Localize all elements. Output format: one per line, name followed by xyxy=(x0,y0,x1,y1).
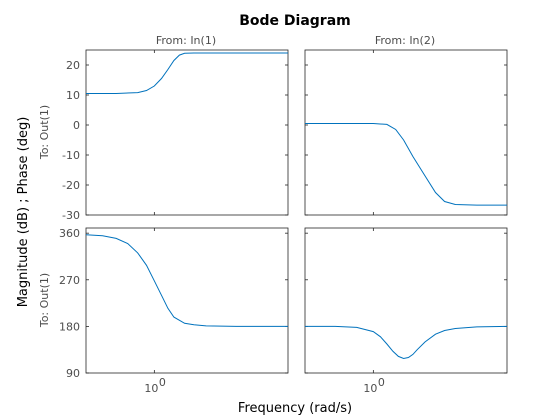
y-tick-label-magnitude--20: -20 xyxy=(62,179,80,192)
x-tick-label-exponent-col1: 0 xyxy=(159,376,166,389)
axes-frame-phase-2 xyxy=(304,227,508,374)
series-line-phase-1 xyxy=(85,234,288,327)
y-tick-label-magnitude-10: 10 xyxy=(66,89,80,102)
axes-frame-magnitude-2 xyxy=(304,49,508,216)
y-tick-label-magnitude--30: -30 xyxy=(62,209,80,222)
x-tick-label-exponent-col2: 0 xyxy=(378,376,385,389)
series-line-phase-2 xyxy=(305,325,508,360)
y-tick-label-phase-180: 180 xyxy=(59,320,80,333)
y-tick-label-phase-360: 360 xyxy=(59,227,80,240)
row-label-out1-phase: To: Out(1) xyxy=(38,273,51,328)
series-line-magnitude-2 xyxy=(305,123,507,206)
y-tick-label-magnitude-0: 0 xyxy=(73,119,80,132)
x-tick-label-col1: 10 xyxy=(144,382,158,395)
y-tick-label-magnitude--10: -10 xyxy=(62,149,80,162)
x-axis-label: Frequency (rad/s) xyxy=(238,401,352,416)
axes-frame-phase-1 xyxy=(85,227,289,374)
column-title-in1: From: In(1) xyxy=(156,34,216,47)
chart-title: Bode Diagram xyxy=(239,13,351,29)
axes-frame-magnitude-1 xyxy=(85,49,289,216)
y-tick-label-phase-270: 270 xyxy=(59,274,80,287)
y-tick-label-phase-90: 90 xyxy=(66,367,80,380)
row-label-out1-magnitude: To: Out(1) xyxy=(38,105,51,160)
y-axis-label: Magnitude (dB) ; Phase (deg) xyxy=(16,117,31,308)
column-title-in2: From: In(2) xyxy=(375,34,435,47)
x-tick-label-col2: 10 xyxy=(363,382,377,395)
y-tick-label-magnitude-20: 20 xyxy=(66,59,80,72)
series-line-magnitude-1 xyxy=(86,52,288,94)
